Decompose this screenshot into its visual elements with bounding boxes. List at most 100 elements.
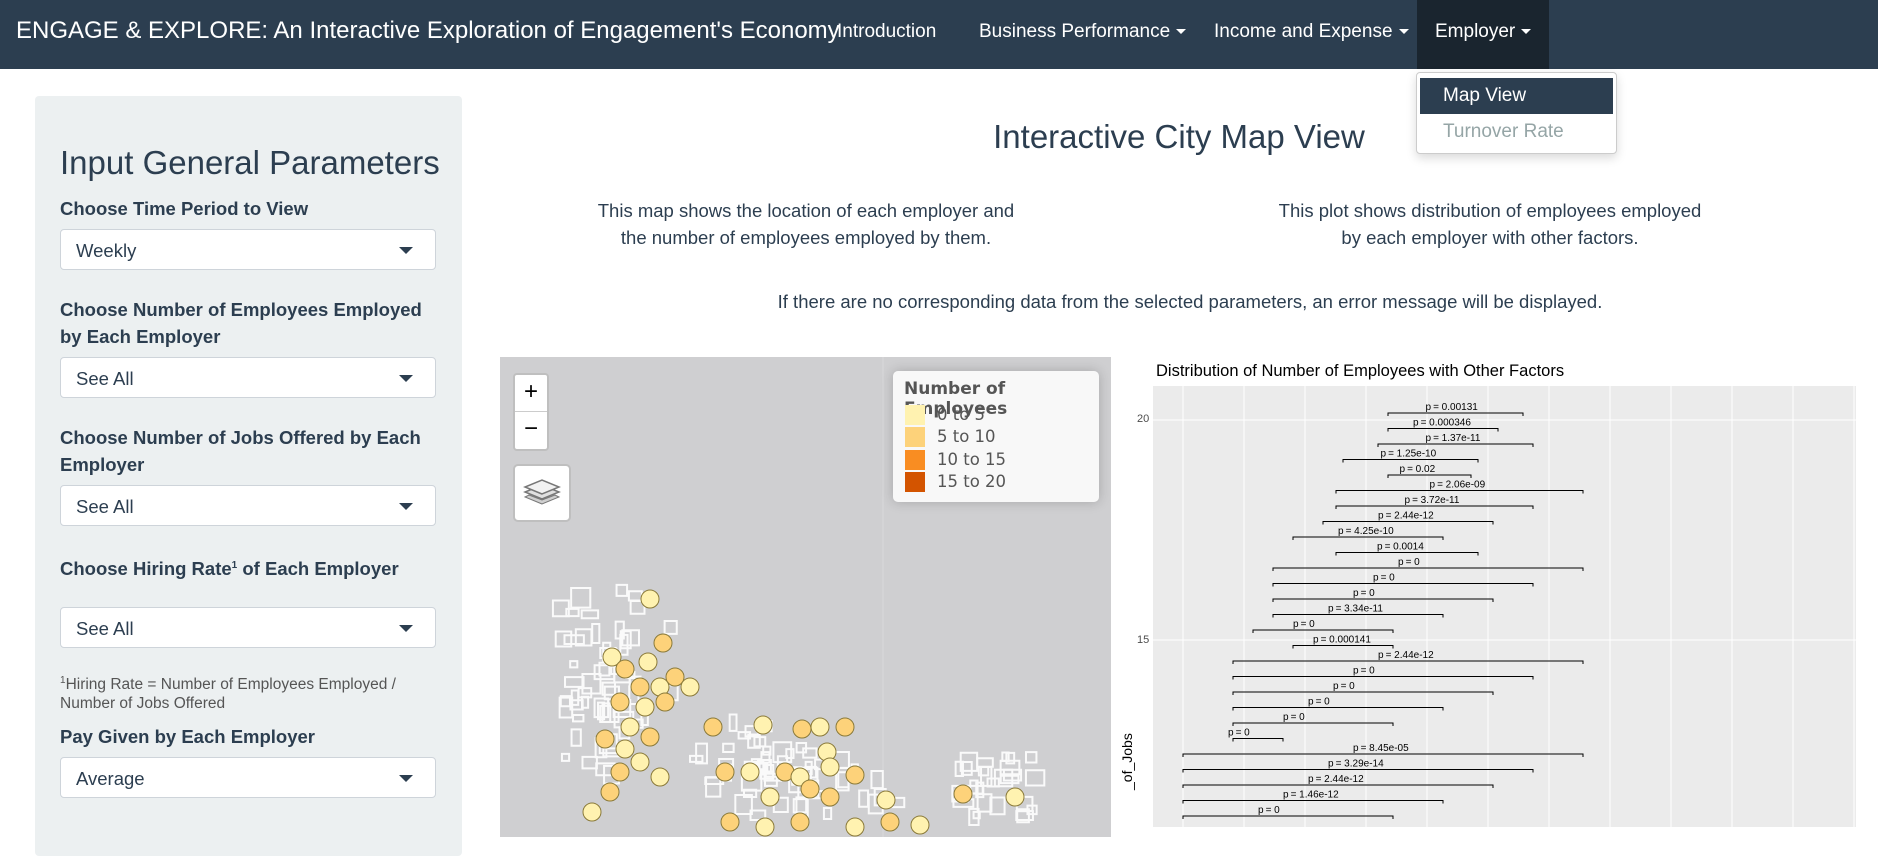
street-segment	[581, 695, 590, 709]
street-segment	[993, 768, 1014, 788]
caret-down-icon	[1398, 29, 1409, 35]
street-segment	[760, 751, 771, 764]
street-segment	[795, 742, 808, 754]
employer-marker	[620, 717, 640, 737]
street-segment	[968, 807, 980, 827]
street-segment	[581, 755, 598, 770]
p-value-label: p = 0.000141	[1313, 635, 1371, 646]
significance-bracket: p = 2.06e-09	[1335, 480, 1584, 494]
employer-marker	[880, 812, 900, 832]
significance-bracket: p = 0	[1252, 619, 1394, 633]
significance-bracket: p = 0	[1232, 666, 1534, 680]
employer-marker	[610, 692, 630, 712]
significance-bracket: p = 1.37e-11	[1377, 433, 1534, 447]
jobs-select[interactable]: See All	[60, 485, 436, 526]
street-segment	[621, 629, 640, 647]
employer-marker	[610, 762, 630, 782]
dropdown-arrow-icon	[399, 503, 413, 510]
nav-business-performance[interactable]: Business Performance	[979, 0, 1187, 69]
p-value-label: p = 0	[1228, 728, 1250, 739]
zoom-control: + −	[513, 373, 549, 451]
street-segment	[1024, 769, 1046, 787]
street-segment	[747, 733, 761, 749]
p-value-label: p = 0.02	[1400, 464, 1436, 475]
street-segment	[705, 776, 722, 798]
navbar: ENGAGE & EXPLORE: An Interactive Explora…	[0, 0, 1878, 69]
street-segment	[822, 807, 833, 820]
employer-marker	[1005, 787, 1025, 807]
app-title[interactable]: ENGAGE & EXPLORE: An Interactive Explora…	[16, 17, 840, 44]
jobs-value: See All	[76, 496, 134, 517]
street-segment	[551, 599, 570, 618]
legend-swatch	[905, 405, 925, 425]
p-value-label: p = 3.72e-11	[1405, 495, 1460, 506]
significance-bracket: p = 3.34e-11	[1272, 604, 1444, 618]
significance-bracket: p = 1.25e-10	[1342, 449, 1479, 463]
employer-marker	[680, 677, 700, 697]
employer-marker	[720, 812, 740, 832]
employer-marker	[820, 757, 840, 777]
street-segment	[976, 757, 994, 768]
employer-marker	[602, 647, 622, 667]
significance-bracket: p = 0	[1182, 805, 1394, 819]
street-segment	[1024, 751, 1038, 764]
street-segment	[835, 771, 850, 792]
time-period-select[interactable]: Weekly	[60, 229, 436, 270]
employees-select[interactable]: See All	[60, 357, 436, 398]
pay-select[interactable]: Average	[60, 757, 436, 798]
street-segment	[572, 714, 585, 723]
employer-dropdown-menu: Map View Turnover Rate	[1416, 72, 1617, 154]
p-value-label: p = 3.29e-14	[1328, 759, 1384, 770]
street-segment	[763, 775, 778, 787]
employer-marker	[615, 739, 635, 759]
employees-label: Choose Number of Employees Employed by E…	[60, 299, 422, 347]
p-value-label: p = 0	[1333, 681, 1355, 692]
p-value-label: p = 2.06e-09	[1430, 480, 1486, 491]
error-notice: If there are no corresponding data from …	[777, 291, 1603, 312]
zoom-in-button[interactable]: +	[523, 378, 538, 405]
dropdown-arrow-icon	[399, 247, 413, 254]
significance-bracket: p = 0	[1228, 728, 1284, 742]
p-value-label: p = 2.44e-12	[1378, 511, 1434, 522]
street-segment	[564, 676, 585, 688]
layers-control[interactable]	[513, 464, 571, 522]
y-tick-label: 15	[1137, 634, 1150, 646]
hiring-rate-select[interactable]: See All	[60, 607, 436, 648]
employer-marker	[740, 762, 760, 782]
significance-bracket: p = 0	[1272, 588, 1494, 602]
p-value-label: p = 0	[1258, 805, 1280, 816]
employer-marker	[653, 633, 673, 653]
street-segment	[591, 623, 601, 644]
nav-employer[interactable]: Employer	[1417, 0, 1550, 69]
street-segment	[574, 628, 593, 647]
significance-bracket: p = 0	[1232, 697, 1444, 711]
p-value-label: p = 0	[1353, 666, 1375, 677]
employer-marker	[638, 652, 658, 672]
caret-down-icon	[1521, 29, 1532, 35]
menu-item-turnover-rate[interactable]: Turnover Rate	[1443, 121, 1564, 142]
zoom-out-button[interactable]: −	[523, 415, 538, 442]
employer-marker	[635, 697, 655, 717]
street-segment	[554, 630, 573, 648]
street-segment	[734, 794, 753, 815]
nav-introduction[interactable]: Introduction	[837, 21, 937, 42]
hiring-rate-value: See All	[76, 618, 134, 639]
significance-bracket: p = 2.44e-12	[1322, 511, 1494, 525]
employer-marker	[703, 717, 723, 737]
street-segment	[802, 747, 818, 759]
menu-item-map-view[interactable]: Map View	[1420, 78, 1613, 114]
employer-marker	[640, 727, 660, 747]
page-title: Interactive City Map View	[993, 118, 1365, 155]
plot-description: This plot shows distribution of employee…	[1278, 200, 1702, 248]
dropdown-arrow-icon	[399, 625, 413, 632]
employer-marker	[753, 715, 773, 735]
p-value-label: p = 0.000346	[1413, 418, 1471, 429]
employer-marker	[910, 815, 930, 835]
employer-marker	[600, 782, 620, 802]
employer-marker	[810, 717, 830, 737]
y-tick-label: 20	[1137, 413, 1150, 425]
hiring-rate-label: Choose Hiring Rate1 of Each Employer	[60, 558, 399, 580]
nav-income-expense[interactable]: Income and Expense	[1214, 0, 1409, 69]
street-segment	[976, 793, 993, 813]
significance-bracket: p = 0.00131	[1387, 402, 1524, 416]
